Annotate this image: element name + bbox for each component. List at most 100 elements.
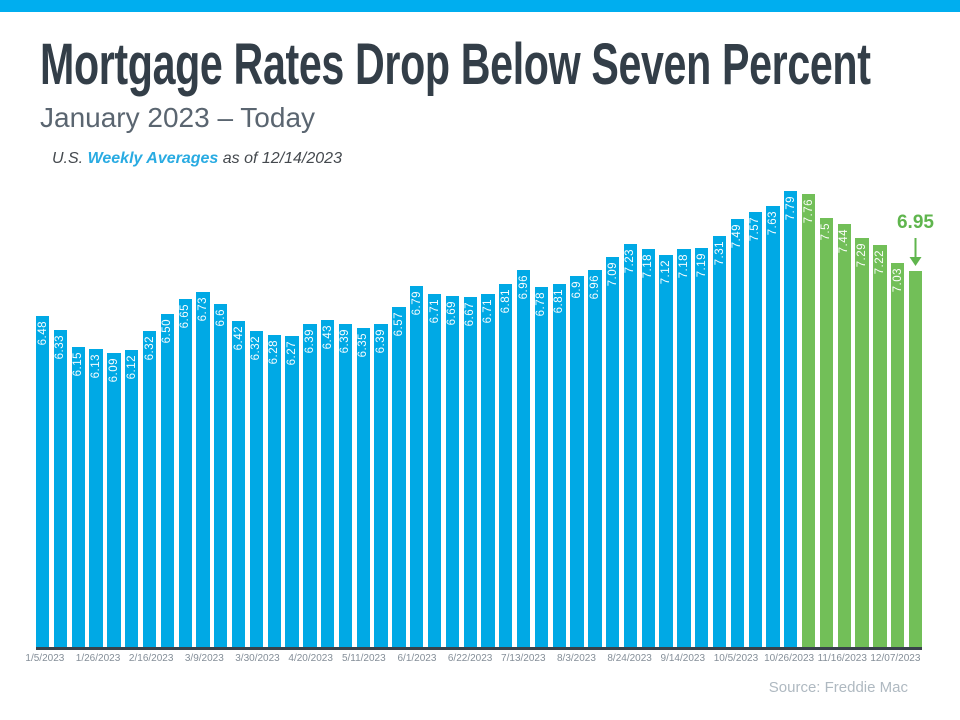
bar-value-label: 6.33 [54, 334, 67, 360]
bar-value-label: 6.48 [36, 320, 49, 345]
bar: 6.35 [356, 327, 370, 647]
bar: 6.65 [178, 299, 192, 647]
bar: 6.42 [231, 321, 246, 647]
x-tick-label: 10/5/2023 [713, 653, 759, 664]
bar: 6.96 [516, 269, 531, 647]
bar-value-label: 7.49 [731, 224, 744, 249]
bar: 6.81 [552, 284, 566, 647]
x-tick-label: 8/24/2023 [607, 653, 652, 664]
bar: 7.57 [748, 211, 762, 647]
bar: 6.67 [463, 297, 477, 647]
weekly-averages-link[interactable]: Weekly Averages [87, 150, 219, 167]
brand-color-strip [0, 0, 960, 12]
bar-value-label: 6.32 [143, 335, 156, 361]
bar-value-label: 6.65 [179, 304, 192, 329]
bar-value-label: 7.79 [784, 195, 797, 221]
bar-value-label: 6.12 [125, 354, 138, 380]
bar: 6.27 [285, 335, 299, 647]
x-axis-line [36, 647, 922, 650]
x-tick-label: 1/5/2023 [25, 653, 65, 664]
bar: 6.95 [897, 212, 934, 647]
bar-value-label: 7.22 [873, 250, 886, 275]
bar-value-label: 6.96 [588, 274, 601, 300]
bar: 7.19 [695, 247, 709, 647]
bar-value-label: 7.18 [677, 253, 690, 279]
bar-value-label: 7.76 [802, 198, 815, 223]
latest-rate-annotation: 6.95 [897, 212, 934, 266]
bar: 6.09 [107, 352, 121, 647]
page-title: Mortgage Rates Drop Below Seven Percent [40, 32, 871, 97]
x-tick-label: 5/11/2023 [341, 653, 386, 664]
bar-value-label: 6.43 [321, 325, 334, 350]
x-tick-label: 1/26/2023 [75, 653, 121, 664]
bar-value-label: 6.39 [339, 329, 352, 354]
bar-value-label: 7.23 [624, 249, 637, 274]
x-axis-tick-labels: 1/5/2023 1/26/2023 2/16/2023 3/9/2023 3/30/2… [25, 653, 922, 667]
x-tick-label: 9/14/2023 [660, 653, 706, 664]
bar: 6.73 [196, 291, 210, 647]
bar: 6.32 [249, 330, 264, 647]
bar: 6.28 [267, 334, 281, 647]
bar: 7.5 [819, 218, 834, 647]
bar: 7.44 [837, 224, 851, 647]
bar: 7.63 [766, 205, 780, 647]
bar: 6.96 [588, 269, 602, 647]
x-tick-label: 4/20/2023 [288, 653, 333, 664]
bar: 7.03 [891, 263, 905, 647]
bar: 6.78 [534, 286, 549, 647]
bar: 6.57 [392, 306, 406, 647]
bar-value-label: 7.19 [695, 252, 708, 278]
bar: 6.33 [53, 329, 68, 647]
bar-value-label: 6.67 [464, 302, 477, 327]
bar: 7.12 [659, 254, 673, 647]
bar: 7.18 [641, 248, 655, 647]
bar-value-label: 7.09 [606, 262, 619, 287]
bar-value-label: 6.50 [161, 318, 174, 344]
bar-value-label: 6.9 [571, 280, 584, 299]
bar-value-label: 7.5 [820, 223, 833, 241]
bar: 6.50 [160, 313, 174, 647]
bar: 6.71 [481, 293, 495, 647]
bar-value-label: 6.96 [517, 274, 530, 300]
bar: 6.13 [89, 348, 103, 647]
bar-value-label: 6.39 [303, 329, 316, 354]
caption-suffix: as of 12/14/2023 [218, 150, 342, 167]
x-tick-label: 11/16/2023 [817, 653, 867, 664]
bar: 6.9 [570, 275, 584, 647]
bar: 7.29 [855, 238, 869, 647]
bar-value-label: 6.79 [410, 291, 423, 316]
bar-value-label: 7.12 [660, 259, 673, 284]
bar: 6.32 [142, 330, 157, 647]
bar-value-label: 7.18 [642, 253, 655, 279]
bar-value-label: 6.32 [250, 335, 263, 361]
bar: 7.76 [801, 193, 816, 647]
x-tick-label: 8/3/2023 [556, 653, 596, 664]
x-tick-label: 6/22/2023 [447, 653, 493, 664]
bar-value-label: 6.6 [214, 309, 227, 327]
bar-value-label: 7.63 [766, 210, 779, 236]
x-tick-label: 3/30/2023 [235, 653, 280, 664]
bar: 6.39 [338, 324, 353, 647]
x-tick-label: 12/07/2023 [870, 653, 921, 664]
page-subtitle: January 2023 – Today [40, 102, 316, 133]
bar-chart: 6.48 6.33 6.15 6.13 6.09 6.12 6.32 6.50 6.65 6.73… [36, 185, 934, 650]
bar-value-label: 6.35 [357, 332, 370, 358]
bar-value-label: 6.28 [268, 339, 281, 364]
bar-value-label: 6.39 [375, 329, 388, 354]
bar-series: 6.48 6.33 6.15 6.13 6.09 6.12 6.32 6.50 6.65 6.73… [36, 185, 934, 647]
bar-value-label: 6.42 [232, 326, 245, 351]
bar: 7.22 [873, 245, 887, 647]
bar-value-label: 7.29 [856, 243, 869, 268]
latest-rate-value: 6.95 [896, 211, 934, 233]
bar: 7.49 [730, 219, 744, 647]
bar-value-label: 7.57 [749, 216, 762, 242]
bar-value-label: 6.71 [481, 298, 494, 324]
x-tick-label: 3/9/2023 [184, 653, 224, 664]
bar: 7.09 [606, 257, 620, 647]
arrow-line [914, 237, 917, 257]
x-tick-label: 10/26/2023 [764, 653, 815, 664]
bar-value-label: 6.81 [499, 289, 512, 314]
bar-value-label: 6.13 [90, 353, 103, 379]
bar: 6.48 [36, 315, 50, 647]
bar: 6.39 [374, 324, 388, 647]
